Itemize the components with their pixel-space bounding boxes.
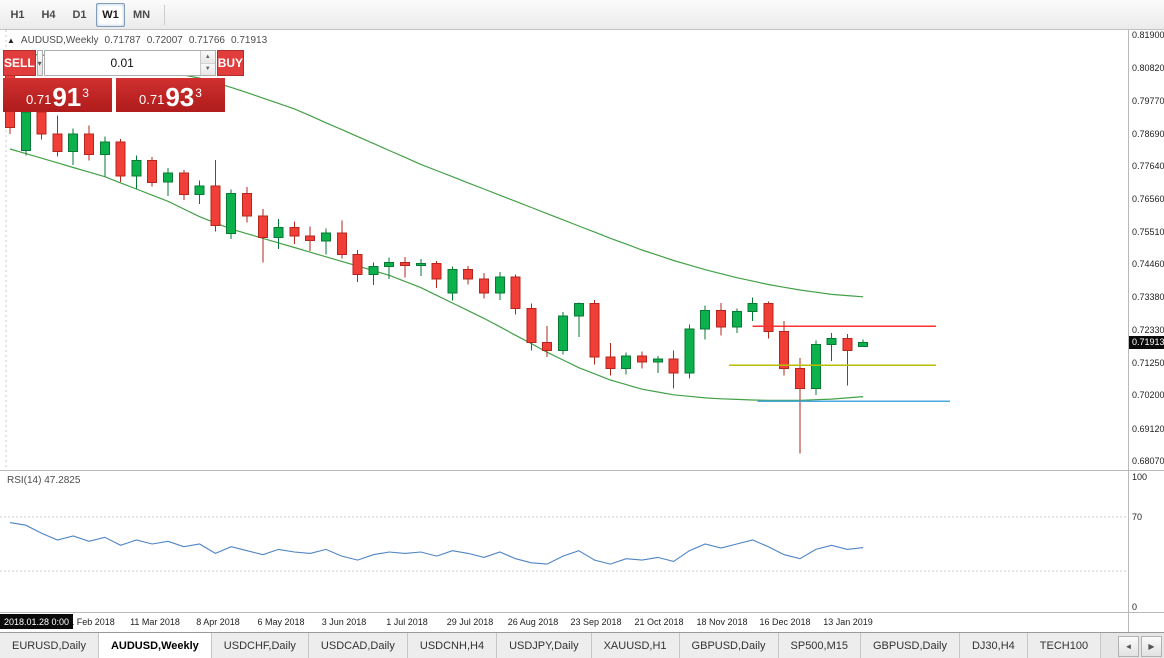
price-axis-label: 0.78690 <box>1132 128 1164 139</box>
lower-band-line[interactable] <box>9 148 864 401</box>
date-axis-label: 16 Dec 2018 <box>759 617 811 627</box>
buy-price-big: 93 <box>165 82 195 112</box>
buy-button[interactable]: BUY <box>216 50 245 76</box>
price-chart-canvas[interactable] <box>0 30 1128 470</box>
date-axis-label: 18 Nov 2018 <box>696 617 748 627</box>
current-price-badge: 0.71913 <box>1129 335 1164 349</box>
buy-price-small: 0.71 <box>139 92 165 107</box>
tab-usdchf-daily[interactable]: USDCHF,Daily <box>211 633 309 658</box>
date-axis-label: 21 Oct 2018 <box>634 617 684 627</box>
axis-separator-vertical <box>1128 30 1129 632</box>
sell-price-pip: 3 <box>82 86 89 100</box>
price-axis-label: 0.70200 <box>1132 390 1164 401</box>
date-axis-label: 1 Jul 2018 <box>386 617 428 627</box>
chart-ohlc-header: ▲ AUDUSD,Weekly 0.71787 0.72007 0.71766 … <box>7 35 267 46</box>
date-axis-label: 23 Sep 2018 <box>570 617 622 627</box>
chart-marker-icon: ▲ <box>7 36 15 45</box>
rsi-axis[interactable]: 100 70 0 <box>1129 471 1164 612</box>
tab-usdjpy-daily[interactable]: USDJPY,Daily <box>497 633 592 658</box>
timeframe-button-h4[interactable]: H4 <box>41 8 56 21</box>
price-axis-label: 0.76560 <box>1132 194 1164 205</box>
timeframe-toolbar: H1 H4 D1 W1 MN <box>0 0 1164 30</box>
one-click-trade-panel: SELL ▾ ▲ ▼ BUY 0.71 91 3 0.71 93 3 <box>3 50 245 112</box>
chart-splitter[interactable] <box>0 470 1164 471</box>
date-axis[interactable]: 2018.01.28 0:00 1 Feb 2018 11 Mar 2018 8 A… <box>0 613 1128 632</box>
tab-scroll-left-icon[interactable]: ◄ <box>1118 636 1139 657</box>
spin-up-icon[interactable]: ▲ <box>200 51 215 64</box>
chart-window: ▲ AUDUSD,Weekly 0.71787 0.72007 0.71766 … <box>0 30 1164 632</box>
rsi-label: RSI(14) 47.2825 <box>7 475 81 486</box>
spin-down-icon[interactable]: ▼ <box>200 63 215 75</box>
price-axis-label: 0.71250 <box>1132 358 1164 369</box>
ohlc-close: 0.71913 <box>231 35 268 46</box>
lot-dropdown-button[interactable]: ▾ <box>36 50 43 76</box>
timeframe-button-mn[interactable]: MN <box>132 8 151 21</box>
price-axis-label: 0.73380 <box>1132 292 1164 303</box>
date-axis-label: 8 Apr 2018 <box>196 617 240 627</box>
lot-size-input[interactable] <box>44 51 200 75</box>
sell-price-small: 0.71 <box>26 92 52 107</box>
sell-button[interactable]: SELL <box>3 50 36 76</box>
chart-tab-bar: EURUSD,Daily AUDUSD,Weekly USDCHF,Daily USD… <box>0 632 1164 658</box>
ohlc-high: 0.72007 <box>146 35 183 46</box>
candlestick-series <box>5 51 869 454</box>
date-axis-label: 29 Jul 2018 <box>446 617 494 627</box>
price-axis-label: 0.75510 <box>1132 226 1164 237</box>
buy-price-pip: 3 <box>195 86 202 100</box>
sell-price-box[interactable]: 0.71 91 3 <box>3 78 112 112</box>
rsi-axis-label: 70 <box>1132 512 1143 523</box>
date-axis-label: 3 Jun 2018 <box>321 617 367 627</box>
price-axis-label: 0.74460 <box>1132 259 1164 270</box>
price-axis-label: 0.69120 <box>1132 423 1164 434</box>
timeframe-button-h1[interactable]: H1 <box>10 8 25 21</box>
price-axis-label: 0.77640 <box>1132 161 1164 172</box>
ohlc-low: 0.71766 <box>188 35 225 46</box>
ohlc-open: 0.71787 <box>104 35 141 46</box>
rsi-indicator-canvas[interactable] <box>0 471 1128 612</box>
price-axis-label: 0.68070 <box>1132 456 1164 466</box>
tab-gbpusd-daily[interactable]: GBPUSD,Daily <box>679 633 779 658</box>
tab-eurusd-daily[interactable]: EURUSD,Daily <box>0 633 99 658</box>
sell-price-big: 91 <box>52 82 82 112</box>
date-axis-label: 6 May 2018 <box>257 617 305 627</box>
price-axis-label: 0.79770 <box>1132 95 1164 106</box>
tab-sp500-m15[interactable]: SP500,M15 <box>778 633 861 658</box>
chart-symbol-label: AUDUSD,Weekly <box>20 35 99 46</box>
date-axis-label: 11 Mar 2018 <box>130 617 180 627</box>
tab-audusd-weekly[interactable]: AUDUSD,Weekly <box>98 633 212 658</box>
timeframe-button-d1[interactable]: D1 <box>72 8 87 21</box>
tab-scroll-right-icon[interactable]: ▶ <box>1141 636 1162 657</box>
tab-gbpusd-daily[interactable]: GBPUSD,Daily <box>861 633 960 658</box>
timeframe-button-w1[interactable]: W1 <box>96 2 125 27</box>
buy-price-box[interactable]: 0.71 93 3 <box>116 78 225 112</box>
lot-size-stepper[interactable]: ▲ ▼ <box>199 51 215 75</box>
date-axis-label: 13 Jan 2019 <box>823 617 873 627</box>
date-axis-label: 1 Feb 2018 <box>69 617 115 627</box>
date-badge: 2018.01.28 0:00 <box>0 614 74 629</box>
rsi-axis-label: 100 <box>1132 472 1148 482</box>
price-axis[interactable]: 0.71913 0.81900 0.80820 0.79770 0.78690 0.77… <box>1129 30 1164 470</box>
tab-xauusd-h1[interactable]: XAUUSD,H1 <box>591 633 680 658</box>
price-axis-label: 0.80820 <box>1132 63 1164 74</box>
date-axis-label: 26 Aug 2018 <box>507 617 559 627</box>
toolbar-separator <box>164 4 165 25</box>
chevron-down-icon: ▾ <box>37 58 42 68</box>
tab-dj30-h4[interactable]: DJ30,H4 <box>959 633 1028 658</box>
rsi-line <box>9 522 864 565</box>
tab-tech100[interactable]: TECH100 <box>1027 633 1102 658</box>
price-axis-label: 0.72330 <box>1132 324 1164 335</box>
rsi-axis-label: 0 <box>1132 602 1138 612</box>
rsi-date-separator <box>0 612 1164 613</box>
tab-usdcad-daily[interactable]: USDCAD,Daily <box>308 633 408 658</box>
price-axis-label: 0.81900 <box>1132 30 1164 40</box>
tab-usdcnh-h4[interactable]: USDCNH,H4 <box>407 633 498 658</box>
